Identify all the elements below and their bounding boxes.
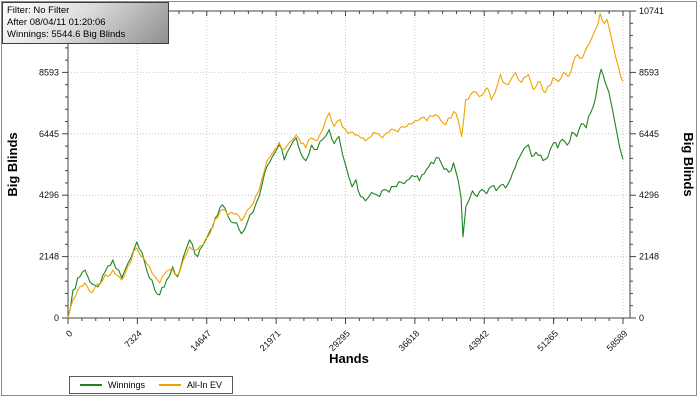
svg-text:4296: 4296	[639, 190, 659, 200]
svg-text:14647: 14647	[188, 328, 213, 353]
axis-titles: Big Blinds Big Blinds Hands	[5, 132, 696, 366]
allin-ev-line-swatch	[159, 384, 182, 386]
grid-lines	[68, 11, 630, 318]
after-date-text: After 08/04/11 01:20:06	[7, 17, 106, 28]
svg-text:4296: 4296	[39, 190, 59, 200]
svg-text:7324: 7324	[123, 328, 144, 349]
legend-item-winnings[interactable]: Winnings	[80, 380, 145, 390]
x-axis-title: Hands	[329, 351, 369, 366]
filter-info-box: Filter: No Filter After 08/04/11 01:20:0…	[2, 2, 169, 44]
svg-text:21971: 21971	[258, 328, 283, 353]
svg-text:8593: 8593	[639, 67, 659, 77]
x-axis-tick-labels: 0 7324 14647 21971 29295 36618 43942 51265 58589	[64, 328, 630, 353]
svg-text:2148: 2148	[39, 252, 59, 262]
svg-text:36618: 36618	[397, 328, 422, 353]
winnings-total-text: Winnings: 5544.6 Big Blinds	[7, 29, 126, 40]
svg-text:29295: 29295	[327, 328, 352, 353]
plot-border	[67, 10, 631, 319]
svg-text:10741: 10741	[639, 6, 664, 16]
legend: Winnings All-In EV	[69, 376, 234, 394]
winnings-line-swatch	[80, 384, 102, 386]
svg-text:51265: 51265	[535, 328, 560, 353]
svg-text:8593: 8593	[39, 67, 59, 77]
svg-text:6445: 6445	[39, 129, 59, 139]
svg-text:0: 0	[54, 313, 59, 323]
all-in-ev-series-line	[67, 13, 624, 319]
legend-item-allin-ev[interactable]: All-In EV	[159, 380, 222, 390]
y-axis-tick-labels-right: 0 2148 4296 6445 8593 10741	[639, 6, 664, 323]
svg-text:58589: 58589	[605, 328, 630, 353]
svg-text:0: 0	[639, 313, 644, 323]
legend-label-winnings: Winnings	[108, 380, 146, 390]
chart-frame	[1, 1, 697, 396]
svg-text:0: 0	[64, 328, 75, 339]
y-axis-title-left: Big Blinds	[5, 132, 20, 196]
filter-text: Filter: No Filter	[7, 5, 70, 16]
svg-text:2148: 2148	[639, 252, 659, 262]
y-axis-title-right: Big Blinds	[681, 132, 696, 196]
svg-text:6445: 6445	[639, 129, 659, 139]
plot-area[interactable]	[68, 11, 630, 318]
winnings-series-line	[67, 68, 624, 319]
svg-text:43942: 43942	[466, 328, 491, 353]
legend-label-allin-ev: All-In EV	[187, 380, 223, 390]
